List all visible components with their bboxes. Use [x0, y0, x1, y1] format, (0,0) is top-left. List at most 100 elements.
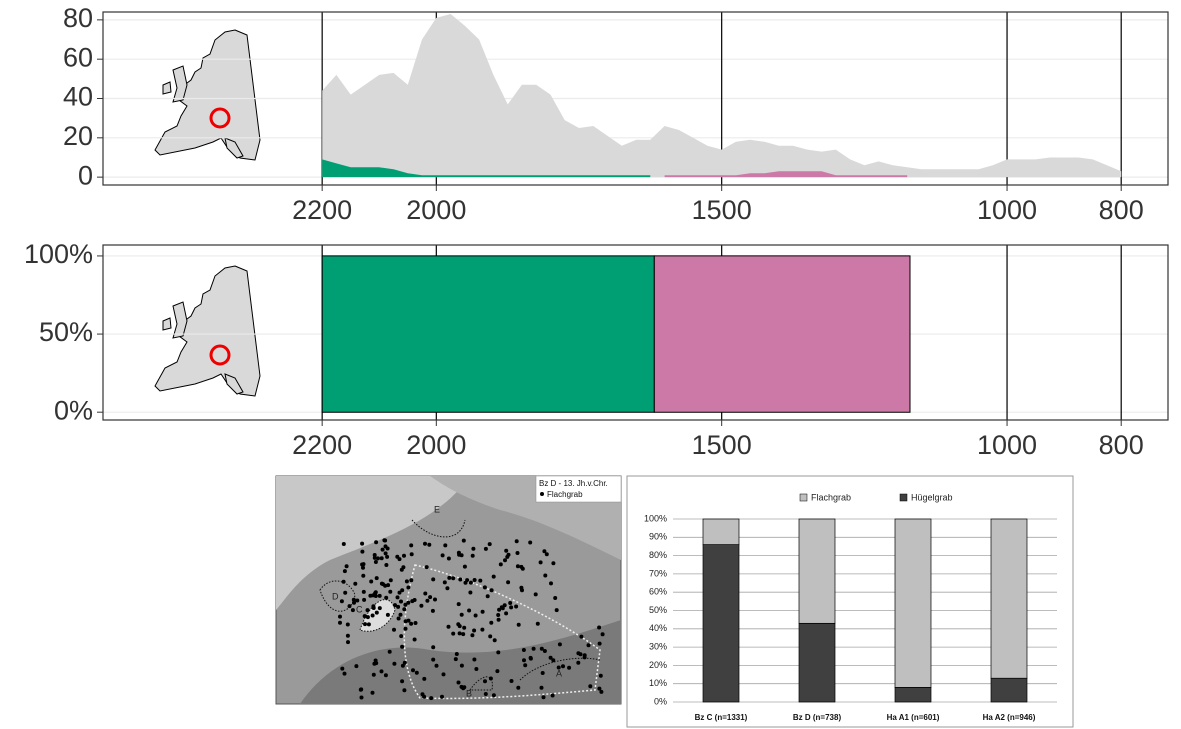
y-tick-label: 90% [649, 532, 667, 542]
find-spot [409, 543, 414, 548]
find-spot [399, 599, 403, 604]
find-spot [472, 657, 477, 662]
find-spot [377, 593, 382, 598]
find-spot [402, 688, 407, 693]
find-spot [514, 604, 519, 609]
find-spot [456, 602, 461, 607]
find-spot [409, 578, 414, 583]
find-spot [397, 590, 402, 595]
find-spot [369, 579, 374, 584]
y-tick-label: 0 [78, 160, 93, 190]
find-spot [491, 574, 496, 579]
find-spot [509, 605, 514, 610]
bar-segment [894, 687, 932, 703]
find-spot [377, 606, 382, 611]
find-spot [482, 585, 487, 590]
find-spot [446, 624, 451, 629]
find-spot [462, 625, 467, 630]
find-spot [344, 564, 349, 569]
find-spot [528, 655, 533, 660]
find-spot [515, 551, 520, 555]
find-spot [443, 543, 448, 548]
x-tick-label: Ha A1 (n=601) [887, 713, 940, 722]
find-spot [550, 693, 555, 698]
find-spot [467, 608, 472, 613]
find-spot [346, 640, 350, 645]
y-tick-label: 40% [649, 623, 667, 633]
find-spot [424, 565, 429, 570]
find-spot [516, 685, 521, 690]
find-spot [468, 590, 473, 595]
find-spot [360, 541, 365, 546]
find-spot [375, 556, 380, 561]
find-spot [400, 663, 405, 668]
find-spot [600, 632, 605, 637]
find-spot [398, 612, 403, 617]
find-spot [411, 668, 415, 673]
find-spot [441, 672, 446, 677]
find-spot [447, 575, 452, 580]
find-spot [351, 597, 356, 602]
find-spot [471, 546, 476, 551]
y-tick-label: 60% [649, 587, 667, 597]
find-spot [379, 581, 384, 586]
find-spot [472, 578, 477, 582]
find-spot [442, 580, 447, 585]
find-spot [497, 607, 502, 612]
find-spot [495, 669, 500, 674]
find-spot [380, 547, 385, 552]
find-spot [509, 679, 514, 683]
find-spot [368, 593, 373, 598]
find-spot [528, 540, 533, 545]
legend-swatch [799, 493, 808, 502]
find-spot [427, 542, 432, 547]
find-spot [419, 603, 424, 608]
y-tick-label: 70% [649, 568, 667, 578]
find-spot [383, 538, 388, 543]
find-spot [422, 694, 427, 699]
find-spot [412, 598, 417, 602]
find-spot [431, 577, 436, 582]
find-spot [531, 646, 536, 651]
find-spot [359, 695, 364, 700]
find-spot [370, 613, 375, 618]
panel-border [102, 244, 1169, 421]
find-spot [483, 546, 488, 551]
area [322, 159, 651, 178]
y-tick-label: 100% [24, 239, 93, 269]
find-spot [362, 614, 367, 619]
bar-segment [702, 544, 740, 703]
find-spot [538, 560, 543, 565]
find-spot [487, 542, 492, 547]
find-spot [372, 553, 377, 557]
find-spot [551, 658, 556, 663]
find-spot [403, 602, 408, 607]
find-spot [423, 591, 428, 596]
find-spot [383, 583, 388, 588]
find-spot [353, 581, 358, 586]
find-spot [492, 638, 497, 643]
x-tick-label: 1500 [692, 430, 752, 460]
find-spot [499, 605, 504, 610]
find-spot [502, 603, 507, 608]
region-label: B [466, 688, 472, 698]
find-spot [567, 665, 572, 670]
area [321, 255, 655, 413]
find-spot [459, 612, 464, 617]
find-spot [478, 578, 483, 583]
find-spot [535, 621, 540, 626]
region-label: C [356, 604, 363, 614]
find-spot [379, 669, 384, 674]
bar-segment [798, 518, 836, 624]
find-spot [503, 558, 507, 563]
find-spot [453, 657, 458, 662]
find-spot [446, 556, 451, 561]
find-spot [338, 620, 342, 625]
find-spot [586, 643, 591, 648]
find-spot [579, 634, 584, 639]
find-spot [539, 685, 544, 690]
x-tick-label: 2000 [406, 430, 466, 460]
find-spot [542, 649, 547, 653]
find-spot [422, 676, 427, 681]
find-spot [597, 686, 602, 691]
